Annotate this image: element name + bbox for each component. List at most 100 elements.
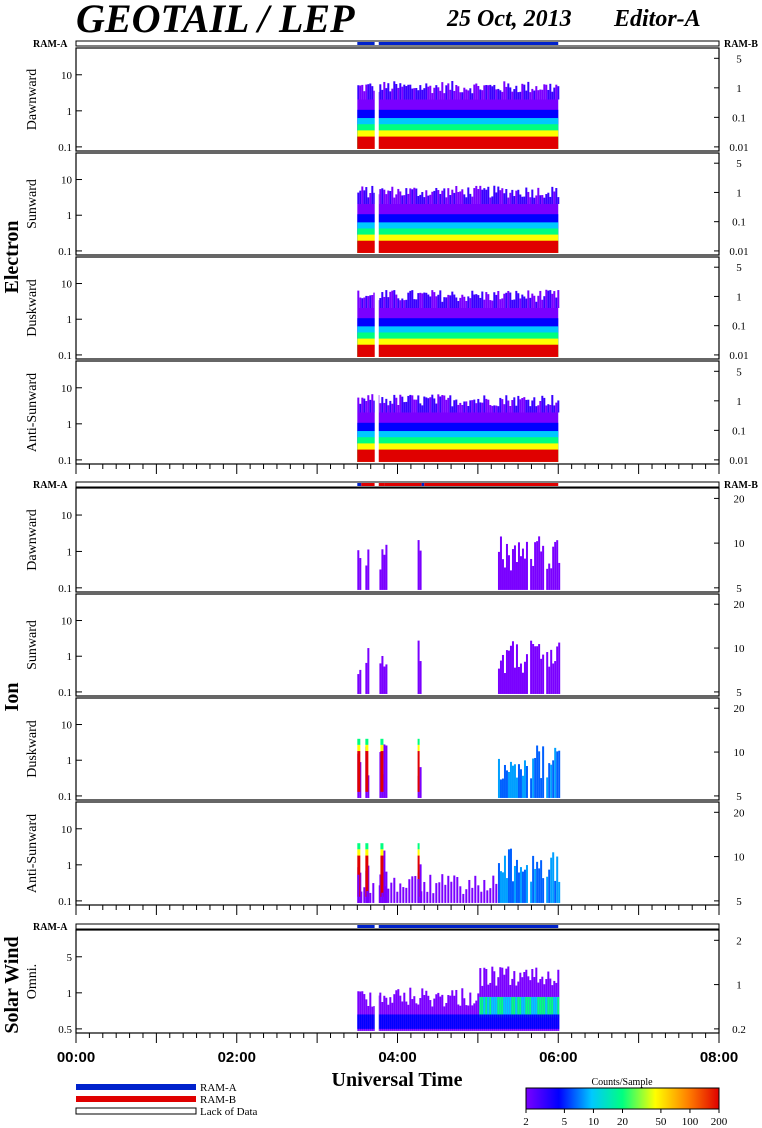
data-gap [374,698,379,800]
spectrum-core [521,996,524,1018]
spectrum-spike [533,397,536,413]
spectrum-spike [421,293,424,308]
mode-legend: RAM-A RAM-B Lack of Data [75,1082,258,1118]
spectrum-base [373,1014,376,1029]
x-axis: 00:00 02:00 04:00 06:00 08:00 [57,1049,738,1066]
spectrum-spike [403,195,406,204]
spectrum-column [385,997,388,1031]
group-label: Electron [1,221,23,294]
spectrum-spike [453,294,456,308]
spectrum-spike [535,86,538,100]
mode-segment [374,42,379,45]
spectrum-burst [435,883,438,903]
right-tick-label: 1 [736,980,742,992]
spectrum-base [407,1014,410,1029]
spectrum-burst [532,758,535,798]
spectrum-core [481,996,484,1018]
spectrum-spike [403,300,406,308]
spectrum-spike [529,297,532,308]
spectrum-base [455,1014,458,1029]
spectrum-base [451,1014,454,1029]
spectrum-burst [492,875,495,903]
spectrum-base [441,1014,444,1029]
spectrum-burst [381,655,384,694]
spectrum-stripe [357,738,361,745]
spectrum-base [499,1014,502,1029]
spectrum-base [547,1014,550,1029]
spectrum-column [397,989,400,1031]
spectrum-burst [509,570,512,590]
spectrum-burst [530,640,533,694]
spectrum-spike [449,195,452,204]
right-tick-label: 0.01 [729,246,748,258]
spectrum-burst [379,752,382,798]
spectrum-burst [548,763,551,798]
group-ion: Ion RAM-A RAM-B Dawnward 10 1 0.1 20 10 5 Sunward 1… [1,480,758,915]
spectrum-base [469,1014,472,1029]
spectrum-spike [467,90,470,100]
spectrum-spike [359,190,362,204]
spectrum-spike [423,197,426,204]
spectrum-spike [409,84,412,100]
spectrum-core [555,996,558,1018]
spectrum-burst [385,544,388,590]
spectrum-burst [367,549,370,590]
spectrum-stripe [417,855,420,897]
spectrum-burst [530,778,533,798]
left-tick-label: 1 [67,106,73,118]
left-tick-label: 1 [67,210,73,222]
mode-segment [357,925,375,928]
spectrum-spike [501,298,504,308]
spectrum-spike [551,91,554,100]
spectrum-burst [511,765,514,798]
right-tick-label: 10 [734,852,746,864]
spectrum-spike [515,190,518,204]
spectrum-spike [367,296,370,308]
spectrum-burst [378,885,381,903]
spectrum-burst [441,874,444,903]
spectrum-base [549,1014,552,1029]
spectrum-spike [487,186,490,204]
spectrum-burst [509,645,512,694]
spectrum-base [533,1014,536,1029]
panel-label: Duskward [25,720,40,778]
spectrum-spike [427,398,430,413]
spectrum-spike [357,192,360,204]
spectrum-burst [408,879,411,903]
spectrum-spike [399,300,402,308]
spectrum-burst [367,648,370,694]
spectrum-spike [385,88,388,100]
spectrum-spike [389,291,392,308]
spectrum-spike [429,194,432,204]
spectrum-spike [363,91,366,100]
spectrum-burst [497,758,500,798]
spectrum-spike [469,88,472,100]
left-tick-label: 10 [61,824,73,836]
spectrum-burst [383,554,386,590]
spectrum-burst [552,760,555,798]
spectrum-spike [451,291,454,308]
spectrum-burst [525,865,528,903]
spectrum-base [439,1014,442,1029]
spectrum-spike [549,196,552,204]
spectrum-spike [441,190,444,204]
spectrum-core [487,996,490,1018]
spectrum-burst [546,777,549,798]
spectrum-spike [465,401,468,413]
spectrum-burst [381,549,384,590]
spectrum-spike [517,395,520,413]
spectrum-spike [371,394,374,413]
spectrum-spike [457,192,460,204]
spectrum-burst [501,559,504,590]
spectrum-spike [397,188,400,204]
spectrum-base [383,1014,386,1029]
spectrum-spike [471,196,474,204]
spectrum-spike [381,292,384,308]
spectrum-base [551,1014,554,1029]
spectrum-spike [395,84,398,100]
spectrum-spike [531,293,534,308]
spectrum-burst [534,542,537,590]
spectrum-spike [379,189,382,204]
spectrum-base [385,1014,388,1029]
